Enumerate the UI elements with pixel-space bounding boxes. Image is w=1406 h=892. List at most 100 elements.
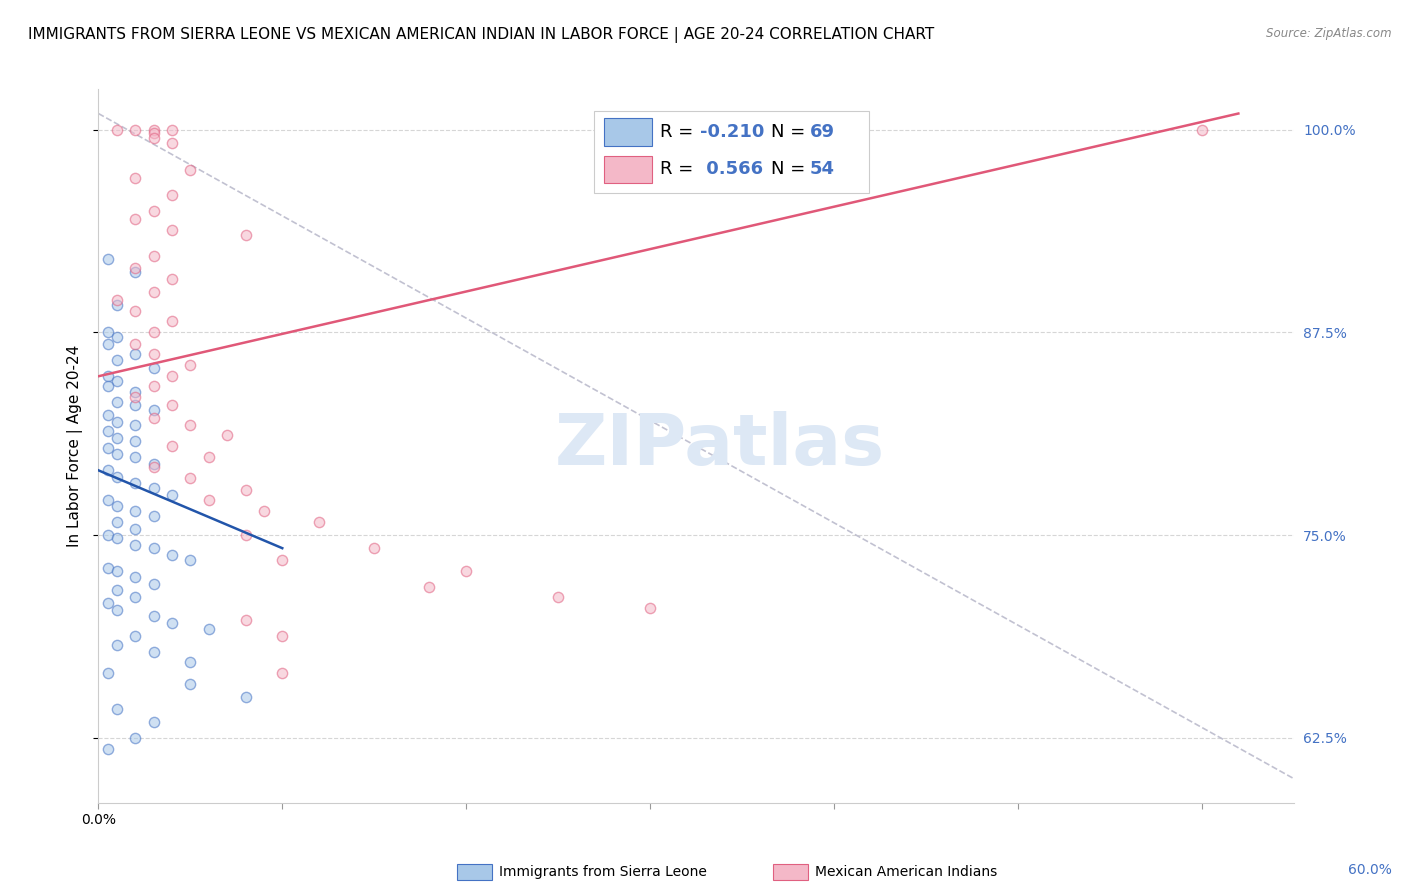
Point (160, 399, 183, 413)
Point (197, 492, 219, 507)
Point (124, 538, 146, 552)
Point (105, 447, 128, 461)
Point (142, 361, 165, 376)
Point (97, 666, 120, 681)
Point (124, 629, 146, 643)
Point (105, 293, 128, 307)
Text: 69: 69 (810, 123, 835, 141)
Text: N =: N = (772, 161, 811, 178)
Text: 0.566: 0.566 (700, 161, 762, 178)
Point (97, 369, 120, 384)
Point (105, 603, 128, 617)
Point (142, 126, 165, 140)
Point (235, 228, 257, 243)
Point (105, 353, 128, 368)
Point (160, 615, 183, 630)
Point (124, 346, 146, 360)
Point (179, 812, 201, 826)
Text: -0.210: -0.210 (700, 123, 763, 141)
Point (197, 622, 219, 636)
Text: ZIPatlas: ZIPatlas (555, 411, 884, 481)
Y-axis label: In Labor Force | Age 20-24: In Labor Force | Age 20-24 (67, 345, 83, 547)
Point (179, 417, 201, 432)
Point (105, 395, 128, 409)
Point (235, 690, 257, 705)
Point (160, 439, 183, 453)
Point (1191, 122, 1213, 136)
Point (160, 136, 183, 150)
Point (97, 326, 120, 340)
Text: Immigrants from Sierra Leone: Immigrants from Sierra Leone (499, 865, 707, 880)
FancyBboxPatch shape (605, 155, 652, 183)
Point (105, 470, 128, 484)
Point (179, 163, 201, 178)
Point (124, 211, 146, 226)
Point (105, 330, 128, 344)
Point (105, 298, 128, 312)
Point (124, 265, 146, 279)
Point (160, 314, 183, 328)
Point (235, 483, 257, 497)
Point (142, 285, 165, 299)
Point (160, 223, 183, 237)
Point (142, 508, 165, 523)
Point (124, 450, 146, 465)
Point (97, 463, 120, 477)
Point (179, 677, 201, 691)
Point (124, 260, 146, 275)
Point (253, 504, 276, 518)
Point (97, 336, 120, 351)
Point (124, 399, 146, 413)
Point (97, 596, 120, 610)
Point (105, 374, 128, 388)
Point (142, 645, 165, 659)
Point (105, 564, 128, 578)
Point (217, 427, 239, 442)
Point (179, 358, 201, 372)
Point (142, 403, 165, 417)
Point (456, 564, 478, 578)
Point (124, 476, 146, 491)
Text: 54: 54 (810, 161, 835, 178)
Point (179, 552, 201, 566)
Point (160, 548, 183, 562)
Text: 60.0%: 60.0% (1348, 863, 1392, 877)
Point (363, 541, 385, 556)
Point (97, 742, 120, 756)
Point (142, 481, 165, 495)
Point (124, 336, 146, 351)
Text: IMMIGRANTS FROM SIERRA LEONE VS MEXICAN AMERICAN INDIAN IN LABOR FORCE | AGE 20-: IMMIGRANTS FROM SIERRA LEONE VS MEXICAN … (28, 27, 935, 43)
Point (97, 441, 120, 455)
Point (235, 613, 257, 627)
Point (271, 629, 294, 643)
Point (179, 471, 201, 485)
Text: R =: R = (661, 161, 699, 178)
Point (105, 415, 128, 429)
Point (105, 431, 128, 445)
Point (124, 590, 146, 604)
Point (142, 411, 165, 425)
Point (142, 122, 165, 136)
Point (142, 609, 165, 624)
Point (142, 326, 165, 340)
Point (271, 552, 294, 566)
Point (124, 122, 146, 136)
Point (160, 187, 183, 202)
Point (160, 122, 183, 136)
Point (105, 122, 128, 136)
Text: R =: R = (661, 123, 699, 141)
Point (235, 528, 257, 542)
Point (97, 425, 120, 439)
Point (124, 390, 146, 404)
Point (105, 702, 128, 716)
Point (124, 570, 146, 584)
Point (105, 532, 128, 546)
Point (197, 450, 219, 465)
Point (105, 583, 128, 598)
Point (142, 457, 165, 471)
Point (124, 171, 146, 186)
Point (97, 560, 120, 574)
Point (160, 272, 183, 286)
Text: Source: ZipAtlas.com: Source: ZipAtlas.com (1267, 27, 1392, 40)
Point (638, 601, 661, 615)
